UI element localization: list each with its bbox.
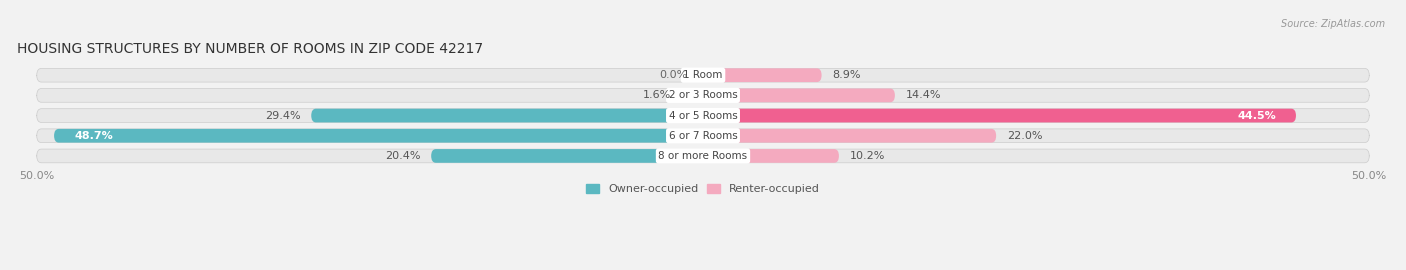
Text: 1.6%: 1.6% bbox=[643, 90, 671, 100]
FancyBboxPatch shape bbox=[37, 129, 1369, 143]
FancyBboxPatch shape bbox=[37, 109, 1369, 122]
Text: 10.2%: 10.2% bbox=[849, 151, 884, 161]
FancyBboxPatch shape bbox=[53, 129, 703, 143]
Text: 14.4%: 14.4% bbox=[905, 90, 941, 100]
Text: 8 or more Rooms: 8 or more Rooms bbox=[658, 151, 748, 161]
FancyBboxPatch shape bbox=[703, 109, 1296, 122]
FancyBboxPatch shape bbox=[37, 149, 1369, 163]
Text: 44.5%: 44.5% bbox=[1237, 111, 1277, 121]
Text: 22.0%: 22.0% bbox=[1007, 131, 1042, 141]
Text: 4 or 5 Rooms: 4 or 5 Rooms bbox=[669, 111, 737, 121]
Text: HOUSING STRUCTURES BY NUMBER OF ROOMS IN ZIP CODE 42217: HOUSING STRUCTURES BY NUMBER OF ROOMS IN… bbox=[17, 42, 482, 56]
FancyBboxPatch shape bbox=[432, 149, 703, 163]
FancyBboxPatch shape bbox=[311, 109, 703, 122]
FancyBboxPatch shape bbox=[37, 89, 1369, 102]
Text: 6 or 7 Rooms: 6 or 7 Rooms bbox=[669, 131, 737, 141]
FancyBboxPatch shape bbox=[682, 89, 703, 102]
FancyBboxPatch shape bbox=[703, 129, 997, 143]
Text: 48.7%: 48.7% bbox=[75, 131, 112, 141]
Text: 20.4%: 20.4% bbox=[385, 151, 420, 161]
FancyBboxPatch shape bbox=[703, 89, 894, 102]
Text: Source: ZipAtlas.com: Source: ZipAtlas.com bbox=[1281, 19, 1385, 29]
Text: 29.4%: 29.4% bbox=[264, 111, 301, 121]
Text: 0.0%: 0.0% bbox=[659, 70, 688, 80]
FancyBboxPatch shape bbox=[703, 149, 839, 163]
Legend: Owner-occupied, Renter-occupied: Owner-occupied, Renter-occupied bbox=[586, 184, 820, 194]
Text: 8.9%: 8.9% bbox=[832, 70, 860, 80]
FancyBboxPatch shape bbox=[37, 68, 1369, 82]
Text: 2 or 3 Rooms: 2 or 3 Rooms bbox=[669, 90, 737, 100]
Text: 1 Room: 1 Room bbox=[683, 70, 723, 80]
FancyBboxPatch shape bbox=[703, 68, 821, 82]
